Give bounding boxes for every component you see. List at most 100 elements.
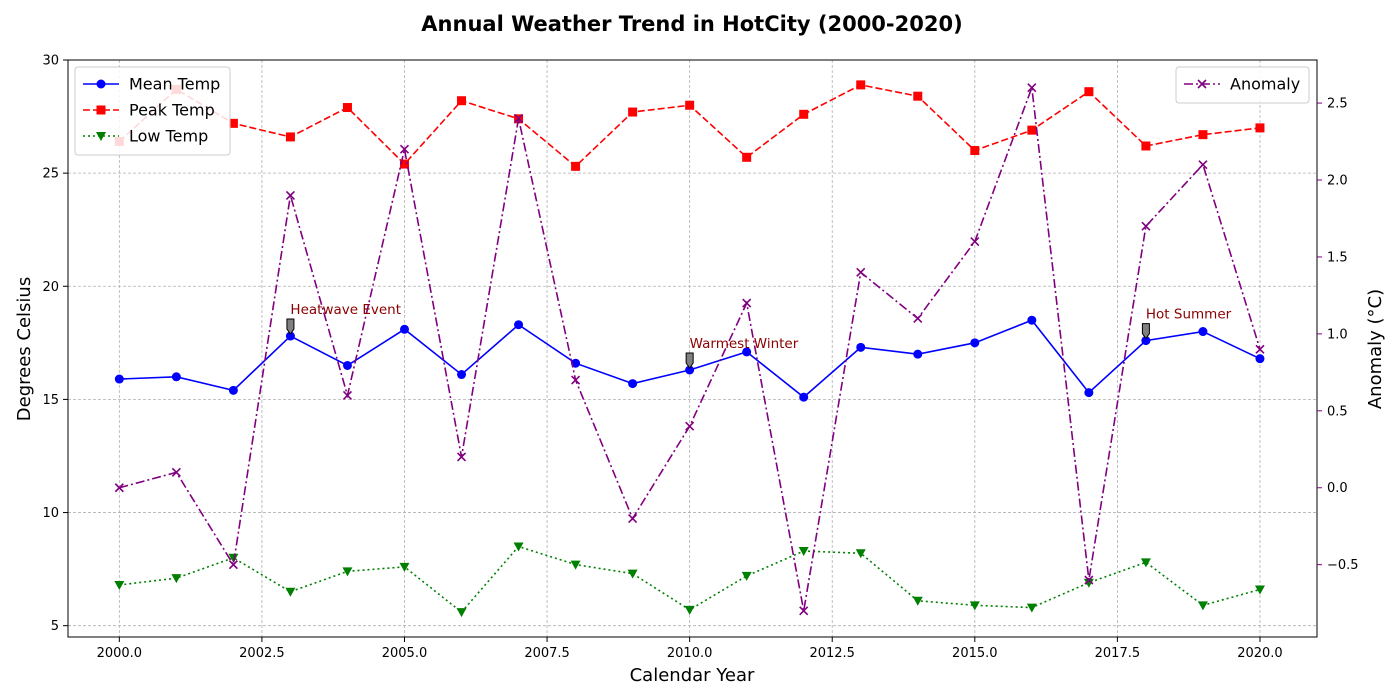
annotation-heatwave-event: Heatwave Event [286,302,401,335]
x-tick-label: 2017.5 [1095,646,1141,661]
legend-label-anomaly: Anomaly [1230,75,1300,94]
annotation-arrow [286,318,295,335]
y-tick-label: 25 [42,167,59,182]
data-point-anomaly [342,390,353,400]
annotation-arrow [685,352,694,369]
data-point-peak-temp [913,91,923,101]
data-point-anomaly [1198,160,1208,170]
data-point-peak-temp [685,100,695,110]
data-point-mean-temp [685,365,695,375]
legend-marker-anomaly [1197,79,1207,89]
data-point-low-temp [627,569,638,579]
y-tick-label: 10 [42,506,59,521]
annotation-warmest-winter: Warmest Winter [685,336,799,369]
data-point-mean-temp [457,370,467,380]
data-point-anomaly [1141,221,1151,231]
annotation-arrow [1141,323,1150,340]
series-anomaly [114,83,1265,616]
legend-left: Mean Temp Peak Temp Low Temp [74,66,231,156]
data-point-mean-temp [1255,354,1265,364]
data-point-anomaly [513,113,524,124]
y2-tick-label: −0.5 [1327,558,1359,573]
data-point-peak-temp [285,132,295,142]
data-point-peak-temp [1198,130,1208,140]
data-point-anomaly [399,144,410,154]
data-point-peak-temp [799,109,809,119]
data-point-peak-temp [342,103,352,113]
data-point-anomaly [856,267,866,277]
x-tick-label: 2012.5 [809,646,855,661]
data-point-low-temp [969,601,980,611]
data-point-mean-temp [970,338,980,348]
x-tick-label: 2020.0 [1237,646,1283,661]
plot-area-frame [67,59,1318,638]
data-point-mean-temp [799,392,809,402]
data-point-peak-temp [571,161,581,171]
data-point-peak-temp [742,152,752,162]
data-point-anomaly [799,606,809,616]
annotation-label: Hot Summer [1146,307,1232,323]
x-tick-label: 2002.5 [239,646,285,661]
y-axis-left-label: Degrees Celsius [14,277,35,421]
data-point-low-temp [114,580,125,590]
y2-tick-label: 0.0 [1327,481,1348,496]
data-point-mean-temp [1198,327,1208,337]
y2-tick-label: 2.5 [1327,97,1348,112]
axis-layer: 2000.0 2002.5 2005.0 2007.5 2010.0 2012.5 2015… [42,54,1358,662]
data-point-anomaly [114,483,124,493]
data-point-low-temp [456,608,467,618]
y2-tick-label: 1.0 [1327,327,1348,342]
data-point-anomaly [228,560,238,570]
data-point-mean-temp [628,379,638,389]
data-point-low-temp [741,571,752,581]
annotation-label: Warmest Winter [690,336,799,352]
data-point-low-temp [342,567,353,577]
data-point-anomaly [628,513,638,524]
data-point-low-temp [513,542,524,552]
data-point-peak-temp [399,159,409,169]
data-point-mean-temp [856,342,866,352]
data-point-low-temp [1197,601,1208,611]
x-tick-label: 2010.0 [667,646,713,661]
y2-tick-label: 2.0 [1327,174,1348,189]
data-point-mean-temp [913,349,923,359]
data-point-peak-temp [1255,123,1265,133]
chart-title: Annual Weather Trend in HotCity (2000-20… [421,12,962,36]
data-point-peak-temp [856,80,866,90]
data-point-low-temp [1026,603,1037,613]
data-point-anomaly [1027,83,1037,93]
data-point-low-temp [399,562,410,572]
y-tick-label: 5 [51,619,59,634]
y-tick-label: 15 [42,393,59,408]
series-mean-temp [114,315,1265,402]
data-point-anomaly [1255,344,1265,354]
data-point-mean-temp [114,374,124,384]
data-point-low-temp [285,587,296,597]
data-point-mean-temp [285,331,295,341]
annotation-hot-summer: Hot Summer [1141,307,1232,340]
annotation-layer: Heatwave Event Warmest Winter Hot Summer [286,302,1232,369]
x-tick-label: 2005.0 [382,646,428,661]
x-tick-label: 2000.0 [97,646,143,661]
data-point-anomaly [1084,575,1094,585]
data-point-low-temp [912,596,923,606]
data-point-low-temp [684,605,695,615]
data-point-low-temp [228,553,239,563]
legend-label-mean-temp: Mean Temp [129,75,220,94]
data-point-low-temp [855,549,866,559]
x-tick-label: 2007.5 [524,646,570,661]
data-point-mean-temp [742,347,752,357]
data-point-peak-temp [1141,141,1151,151]
series-low-temp [114,542,1265,618]
data-point-anomaly [456,452,467,462]
data-point-mean-temp [514,320,524,330]
data-point-mean-temp [1141,336,1151,346]
legend-right: Anomaly [1175,66,1310,104]
data-point-low-temp [570,560,581,570]
legend-frame [74,66,231,156]
data-point-low-temp [1254,585,1265,595]
data-point-anomaly [171,467,181,477]
data-point-mean-temp [1084,388,1094,398]
y2-tick-label: 1.5 [1327,250,1348,265]
